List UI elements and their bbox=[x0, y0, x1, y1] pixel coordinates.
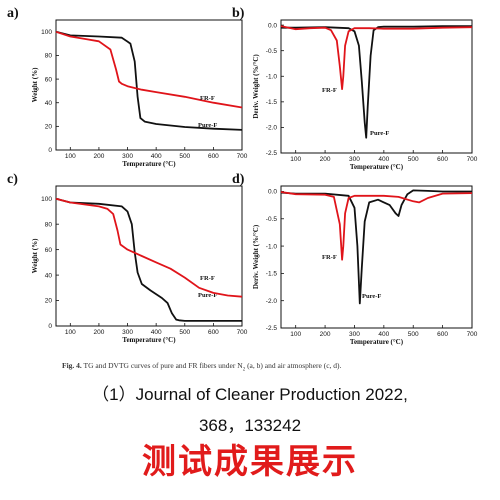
x-tick-label: 400 bbox=[378, 156, 389, 163]
x-tick-label: 100 bbox=[290, 331, 301, 338]
series-label-fr: FR-F bbox=[322, 254, 337, 261]
y-tick-label: 80 bbox=[45, 221, 53, 228]
y-tick-label: -1.5 bbox=[266, 271, 278, 278]
series-label-pure: Pure-F bbox=[362, 293, 381, 300]
chart-panel-3: c) 100 200 300 400 500 600 700 0 20 40 60 80 100 Tempe… bbox=[7, 172, 248, 344]
chart-panel-4: d) 100 200 300 400 500 600 700 0.0 -0.5 -1.0 -1.5 -2… bbox=[232, 172, 478, 346]
x-tick-label: 400 bbox=[378, 331, 389, 338]
series-line-fr bbox=[55, 197, 243, 298]
x-tick-label: 500 bbox=[408, 331, 419, 338]
x-tick-label: 300 bbox=[122, 153, 133, 160]
x-tick-label: 600 bbox=[208, 329, 219, 336]
x-axis-title: Temperature (°C) bbox=[122, 160, 176, 168]
caption-text: TG and DVTG curves of pure and FR fibers… bbox=[83, 361, 243, 370]
x-tick-label: 300 bbox=[122, 329, 133, 336]
x-tick-label: 200 bbox=[320, 331, 331, 338]
caption-text-after: (a, b) and air atmosphere (c, d). bbox=[245, 361, 342, 370]
x-tick-label: 100 bbox=[65, 329, 76, 336]
series-label-pure: Pure-F bbox=[198, 122, 217, 129]
panel-label: c) bbox=[7, 172, 18, 187]
x-tick-label: 300 bbox=[349, 331, 360, 338]
figure-canvas: a)100 200 300 400 500 600 700020406080100Tempe… bbox=[7, 6, 478, 346]
y-tick-label: 40 bbox=[45, 272, 53, 279]
x-tick-label: 400 bbox=[151, 153, 162, 160]
series-label-fr: FR-F bbox=[322, 87, 337, 94]
chart-panel-2: b) 100 200 300 400 500 600 700 0.0 -0.5 -1.0 -1.5 -2… bbox=[232, 6, 478, 171]
x-tick-label: 300 bbox=[349, 156, 360, 163]
y-tick-label: 0.0 bbox=[268, 189, 277, 196]
series-label-fr: FR-F bbox=[200, 275, 215, 282]
x-tick-label: 700 bbox=[467, 331, 478, 338]
series-line-pure bbox=[280, 189, 472, 305]
series-line-pure bbox=[55, 197, 242, 322]
chart-panel-1: a) 100 200 300 400 500 600 700 0 20 40 60 80 100 Tempe… bbox=[7, 6, 248, 168]
y-axis-title: Weight (%) bbox=[31, 67, 39, 102]
plot-frame bbox=[280, 19, 473, 154]
series-line-pure bbox=[281, 25, 472, 139]
y-tick-label: 20 bbox=[45, 298, 53, 305]
x-tick-label: 200 bbox=[93, 153, 104, 160]
x-axis-title: Temperature (°C) bbox=[122, 336, 176, 344]
x-axis-title: Temperature (°C) bbox=[350, 163, 404, 171]
series-label-pure: Pure-F bbox=[198, 292, 217, 299]
y-tick-label: 80 bbox=[45, 53, 53, 60]
y-tick-label: 20 bbox=[45, 124, 53, 131]
x-tick-label: 600 bbox=[437, 331, 448, 338]
y-tick-label: 0 bbox=[48, 147, 52, 154]
x-tick-label: 500 bbox=[179, 153, 190, 160]
y-tick-label: 40 bbox=[45, 100, 53, 107]
y-tick-label: 0 bbox=[48, 323, 52, 330]
x-tick-label: 600 bbox=[208, 153, 219, 160]
x-tick-label: 700 bbox=[237, 153, 248, 160]
y-tick-label: -2.5 bbox=[266, 150, 278, 157]
reference-line-1: （1）Journal of Cleaner Production 2022, bbox=[92, 385, 408, 404]
series-line-pure bbox=[55, 30, 243, 131]
y-tick-label: -2.0 bbox=[266, 298, 278, 305]
y-axis-title: Deriv. Weight (%/°C) bbox=[252, 54, 260, 119]
y-tick-label: -1.0 bbox=[266, 243, 278, 250]
x-axis-title: Temperature (°C) bbox=[350, 338, 404, 346]
plot-frame bbox=[55, 185, 243, 327]
y-tick-label: 60 bbox=[45, 76, 53, 83]
y-tick-label: 100 bbox=[41, 196, 52, 203]
caption-subscript: 2 bbox=[242, 367, 246, 373]
series-line-fr bbox=[55, 30, 243, 109]
y-tick-label: -1.0 bbox=[266, 73, 278, 80]
plot-frame bbox=[280, 185, 473, 329]
x-tick-label: 500 bbox=[179, 329, 190, 336]
panel-label: d) bbox=[232, 172, 245, 187]
x-tick-label: 100 bbox=[65, 153, 76, 160]
x-tick-label: 200 bbox=[93, 329, 104, 336]
x-tick-label: 100 bbox=[290, 156, 301, 163]
caption-fig-label: Fig. 4. bbox=[62, 361, 82, 370]
y-tick-label: 100 bbox=[41, 29, 52, 36]
series-label-fr: FR-F bbox=[200, 95, 215, 102]
x-tick-label: 400 bbox=[151, 329, 162, 336]
x-tick-label: 500 bbox=[408, 156, 419, 163]
panel-label: b) bbox=[232, 6, 245, 21]
y-tick-label: -1.5 bbox=[266, 99, 278, 106]
y-tick-label: -2.5 bbox=[266, 325, 278, 332]
y-tick-label: -0.5 bbox=[266, 48, 278, 55]
series-label-pure: Pure-F bbox=[370, 130, 389, 137]
series-line-fr bbox=[280, 25, 473, 90]
plot-frame bbox=[55, 19, 243, 151]
x-tick-label: 600 bbox=[437, 156, 448, 163]
reference-line-2: 368，133242 bbox=[198, 416, 302, 435]
y-axis-title: Weight (%) bbox=[31, 238, 39, 273]
series-line-fr bbox=[280, 191, 473, 261]
figure-caption: Fig. 4. TG and DVTG curves of pure and F… bbox=[62, 361, 492, 373]
panel-label: a) bbox=[7, 6, 19, 21]
y-tick-label: -0.5 bbox=[266, 216, 278, 223]
x-tick-label: 200 bbox=[320, 156, 331, 163]
x-tick-label: 700 bbox=[237, 329, 248, 336]
results-banner: 测试成果展示 bbox=[142, 442, 358, 482]
y-tick-label: -2.0 bbox=[266, 125, 278, 132]
y-tick-label: 0.0 bbox=[268, 22, 277, 29]
x-tick-label: 700 bbox=[467, 156, 478, 163]
y-axis-title: Deriv. Weight (%/°C) bbox=[252, 224, 260, 289]
y-tick-label: 60 bbox=[45, 247, 53, 254]
